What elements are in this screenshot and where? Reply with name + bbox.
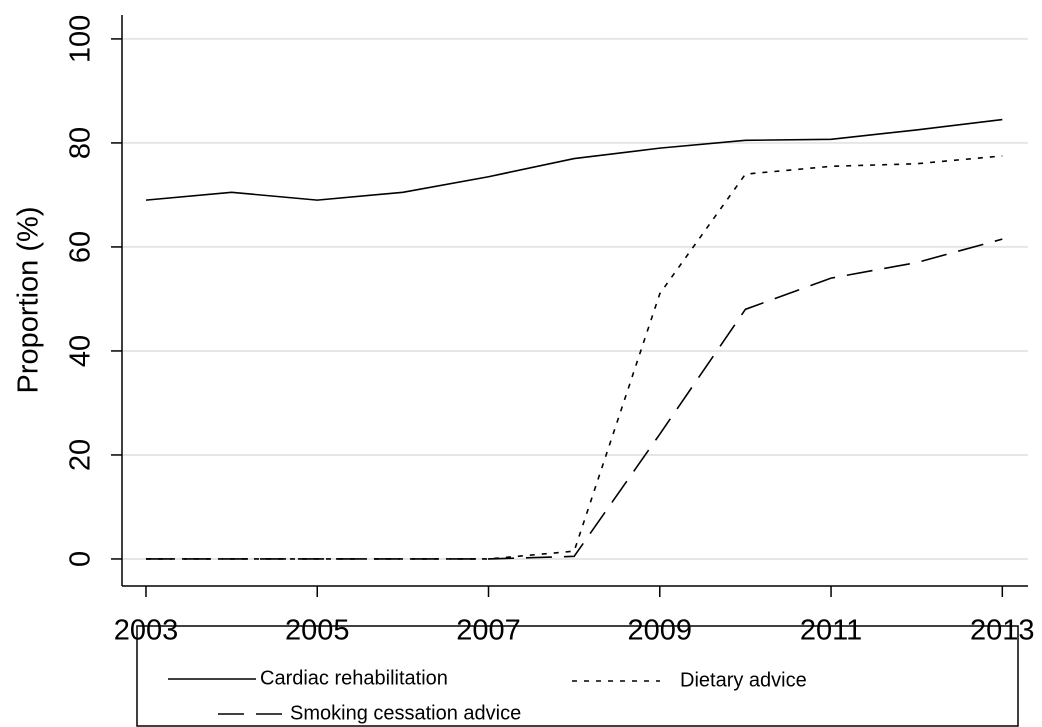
line-series bbox=[145, 118, 1003, 201]
x-tick-label: 2013 bbox=[970, 615, 1035, 647]
y-axis-label: Proportion (%) bbox=[13, 207, 45, 394]
line-series bbox=[145, 155, 1003, 560]
y-tick-label: 0 bbox=[65, 551, 97, 567]
legend-label: Smoking cessation advice bbox=[290, 702, 521, 724]
y-tick-label: 20 bbox=[65, 439, 97, 471]
x-tick-label: 2007 bbox=[456, 615, 521, 647]
legend-label: Dietary advice bbox=[680, 669, 807, 691]
x-tick-label: 2005 bbox=[285, 615, 350, 647]
y-tick-label: 60 bbox=[65, 231, 97, 263]
legend-box bbox=[136, 625, 1019, 727]
y-tick-label: 40 bbox=[65, 335, 97, 367]
y-tick-label: 100 bbox=[65, 15, 97, 63]
x-tick-label: 2009 bbox=[628, 615, 693, 647]
x-tick-label: 2003 bbox=[114, 615, 179, 647]
y-tick-label: 80 bbox=[65, 127, 97, 159]
line-series bbox=[145, 238, 1003, 560]
x-tick-label: 2011 bbox=[800, 615, 862, 647]
legend-label: Cardiac rehabilitation bbox=[260, 667, 448, 689]
